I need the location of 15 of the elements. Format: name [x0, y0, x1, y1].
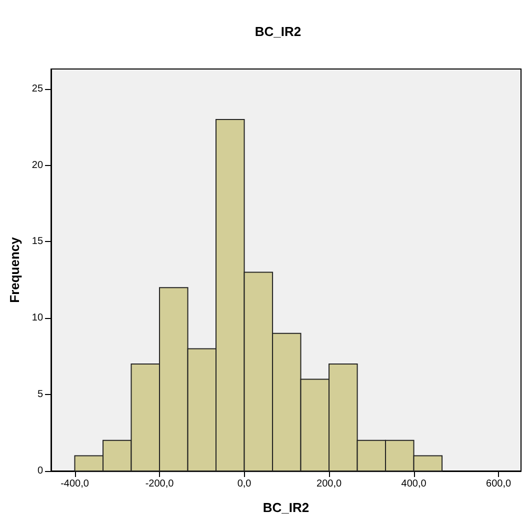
y-tick-label: 25 — [32, 83, 44, 94]
x-tick-label: 600,0 — [486, 478, 512, 490]
y-axis-title: Frequency — [7, 236, 22, 303]
y-tick-label: 5 — [37, 389, 44, 400]
x-axis-title: BC_IR2 — [262, 500, 310, 515]
x-tick-label: 200,0 — [316, 478, 342, 490]
y-tick-label: 10 — [32, 312, 44, 324]
y-tick-label: 0 — [37, 466, 44, 476]
x-tick-label: -200,0 — [145, 478, 174, 490]
x-tick-label: 400,0 — [401, 478, 427, 490]
y-tick-label: 20 — [32, 160, 44, 171]
x-tick-label: 0,0 — [237, 478, 252, 490]
y-tick-label: 15 — [32, 236, 44, 248]
x-tick-label: -400,0 — [60, 478, 90, 490]
chart-title: BC_IR2 — [254, 24, 302, 39]
